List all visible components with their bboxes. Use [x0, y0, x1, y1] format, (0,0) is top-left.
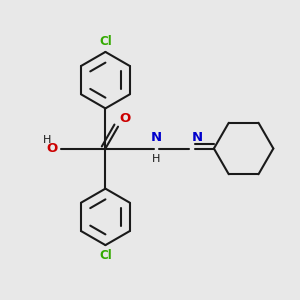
Text: O: O: [46, 142, 57, 155]
Text: H: H: [152, 154, 160, 164]
Text: N: N: [150, 131, 161, 144]
Text: O: O: [119, 112, 130, 125]
Text: Cl: Cl: [99, 249, 112, 262]
Text: N: N: [192, 131, 203, 144]
Text: H: H: [43, 135, 52, 145]
Text: Cl: Cl: [99, 35, 112, 48]
